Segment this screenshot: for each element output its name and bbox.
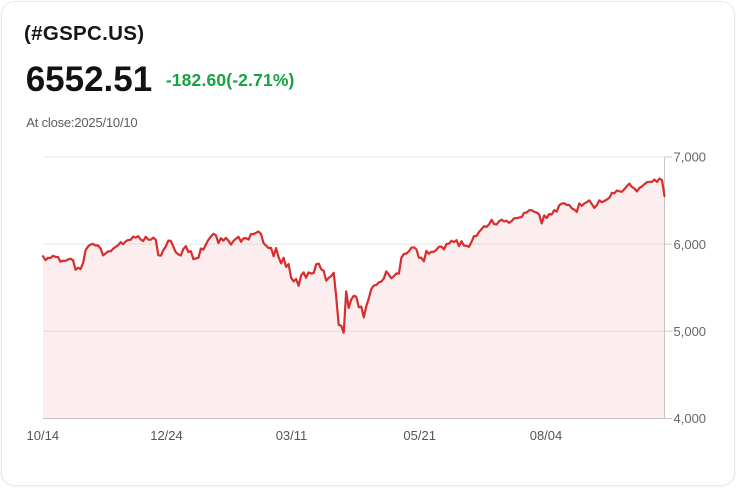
svg-text:05/21: 05/21 <box>403 428 436 443</box>
svg-text:7,000: 7,000 <box>674 150 707 165</box>
svg-text:4,000: 4,000 <box>674 411 707 426</box>
svg-text:08/04: 08/04 <box>530 428 563 443</box>
svg-text:10/14: 10/14 <box>27 428 60 443</box>
svg-text:6,000: 6,000 <box>674 237 707 252</box>
svg-text:5,000: 5,000 <box>674 324 707 339</box>
svg-text:12/24: 12/24 <box>150 428 183 443</box>
svg-text:03/11: 03/11 <box>276 428 308 443</box>
